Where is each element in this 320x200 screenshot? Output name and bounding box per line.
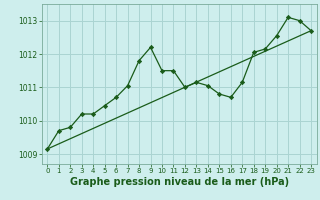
X-axis label: Graphe pression niveau de la mer (hPa): Graphe pression niveau de la mer (hPa)	[70, 177, 289, 187]
